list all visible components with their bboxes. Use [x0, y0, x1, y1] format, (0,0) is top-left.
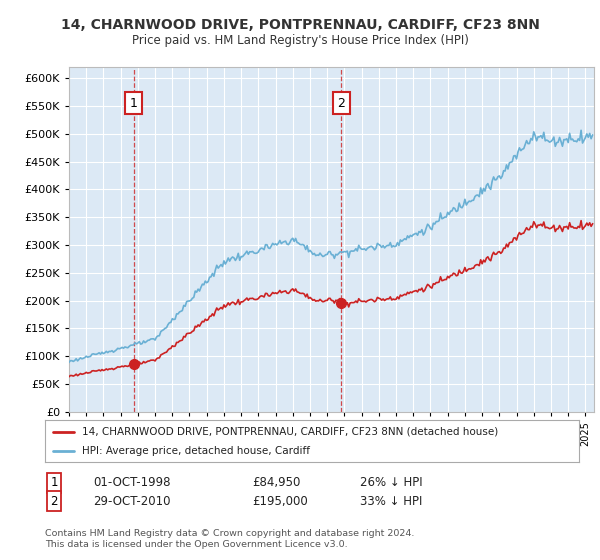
Text: 2: 2	[50, 494, 58, 508]
Text: 2: 2	[338, 97, 346, 110]
Text: 1: 1	[50, 476, 58, 489]
Text: 26% ↓ HPI: 26% ↓ HPI	[360, 476, 422, 489]
Text: 01-OCT-1998: 01-OCT-1998	[93, 476, 170, 489]
Text: 33% ↓ HPI: 33% ↓ HPI	[360, 494, 422, 508]
Text: 14, CHARNWOOD DRIVE, PONTPRENNAU, CARDIFF, CF23 8NN (detached house): 14, CHARNWOOD DRIVE, PONTPRENNAU, CARDIF…	[82, 427, 499, 437]
Text: Price paid vs. HM Land Registry's House Price Index (HPI): Price paid vs. HM Land Registry's House …	[131, 34, 469, 48]
Text: HPI: Average price, detached house, Cardiff: HPI: Average price, detached house, Card…	[82, 446, 310, 456]
Text: £84,950: £84,950	[252, 476, 301, 489]
Text: £195,000: £195,000	[252, 494, 308, 508]
Text: 1: 1	[130, 97, 137, 110]
Text: Contains HM Land Registry data © Crown copyright and database right 2024.
This d: Contains HM Land Registry data © Crown c…	[45, 529, 415, 549]
Text: 29-OCT-2010: 29-OCT-2010	[93, 494, 170, 508]
Text: 14, CHARNWOOD DRIVE, PONTPRENNAU, CARDIFF, CF23 8NN: 14, CHARNWOOD DRIVE, PONTPRENNAU, CARDIF…	[61, 18, 539, 32]
